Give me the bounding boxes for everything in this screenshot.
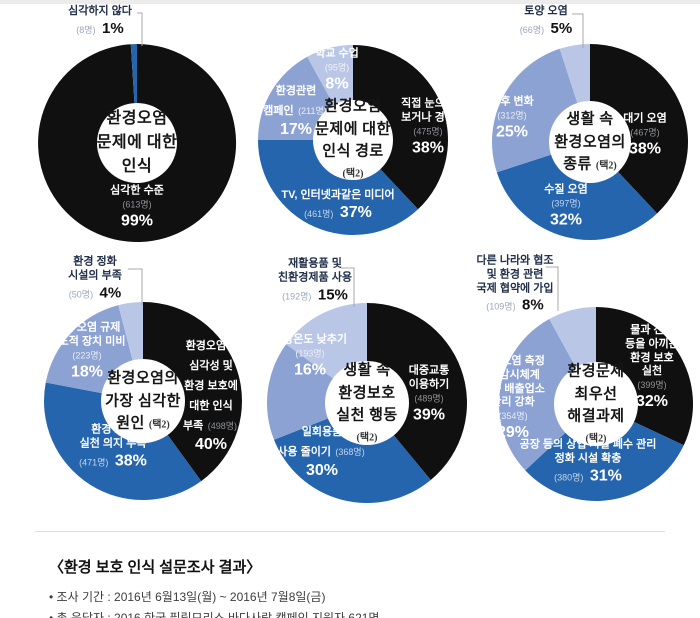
chart2-label-media: TV, 인터넷과같은 미디어 (461명) 37% <box>281 189 395 221</box>
leader-line-chart6 <box>546 266 559 311</box>
donut-ring-priorities <box>499 307 694 502</box>
top-border-strip <box>0 0 700 4</box>
chart1-label-not-serious: 심각하지 않다 (8명) 1% <box>68 5 132 37</box>
chart6-label-international-treaty: 다른 나라와 협조 및 환경 관련 국제 협약에 가입 (109명) 8% <box>476 254 554 314</box>
chart5-label-public-transport: 대중교통 이용하기 (489명) 39% <box>408 364 450 424</box>
donut-ring-awareness <box>38 43 237 242</box>
chart5-label-recycled-goods: 재활용품 및 친환경제품 사용 (192명) 15% <box>278 257 352 303</box>
chart3-center-title: 생활 속 환경오염의 종류 (택2) <box>554 111 626 173</box>
caption-survey-period: • 조사 기간 : 2016년 6월13일(월) ~ 2016년 7월8일(금) <box>49 590 326 604</box>
chart1-label-serious: 심각한 수준 (613명) 99% <box>110 184 164 230</box>
chart4-label-lack-will: 환경 보호 실천 의지 부족 (471명) 38% <box>79 423 147 469</box>
leader-line-chart1 <box>137 12 143 46</box>
chart2-label-school: 학교 수업 (95명) 8% <box>315 47 359 93</box>
chart4-center-title: 환경오염의 가장 심각한 원인 (택2) <box>105 370 181 432</box>
chart3-label-water: 수질 오염 (397명) 32% <box>544 183 588 229</box>
chart5-center-title: 생활 속 환경보호 실천 행동 (택2) <box>336 362 398 443</box>
chart3-label-climate: 기후 변화 (312명) 25% <box>490 95 534 141</box>
chart3-label-soil: 토양 오염 (66명) 5% <box>519 5 573 37</box>
leader-line-chart4 <box>128 268 143 305</box>
caption-section: 〈환경 보호 인식 설문조사 결과〉 • 조사 기간 : 2016년 6월13일… <box>35 531 665 618</box>
chart4-label-lack-awareness: 환경오염의 심각성 및 환경 보호에 대한 인식 부족 (498명) 40% <box>183 340 238 453</box>
leader-line-chart5 <box>341 267 355 307</box>
chart6-label-saving-practice: 물과 전기 등을 아끼는 환경 보호 실천 (399명) 32% <box>625 323 679 411</box>
chart5-label-cooling-temp: 냉방온도 낮추기 (193명) 16% <box>273 333 347 379</box>
donut-ring-awareness-path <box>258 45 448 235</box>
chart3-label-air: 대기 오염 (467명) 38% <box>623 112 667 158</box>
chart1-center-title: 환경오염 문제에 대한 인식 <box>96 110 178 175</box>
chart2-label-campaign: 환경관련 캠페인 (211명) 17% <box>263 85 327 138</box>
donut-ring-actions <box>266 303 467 503</box>
chart2-center-title: 환경오염 문제에 대한 인식 경로 (택2) <box>315 98 391 179</box>
donut-ring-causes <box>43 302 242 500</box>
chart5-label-disposables: 일회용품 사용 줄이기 (368명) 30% <box>277 426 365 479</box>
donut-ring-pollution-types <box>492 44 689 241</box>
chart4-label-lack-facilities: 환경 정화 시설의 부족 (50명) 4% <box>68 255 122 301</box>
chart6-label-wastewater-facilities: 공장 등의 상업 시설 폐수 관리 정화 시설 확충 (380명) 31% <box>519 438 657 484</box>
chart4-label-lack-regulation: 환경 오염 규제 제도적 장치 미비 (223명) 18% <box>48 321 126 381</box>
chart6-center-title: 환경문제 최우선 해결과제 (택2) <box>567 363 625 444</box>
caption-title: 〈환경 보호 인식 설문조사 결과〉 <box>49 559 262 576</box>
leader-line-chart3 <box>572 13 584 48</box>
chart2-label-direct-experience: 직접 눈으로 보거나 경험 (475명) 38% <box>401 97 455 157</box>
chart6-label-air-monitoring: 대기오염 측정 및 감시체계 확충 배출업소 관리 강화 (354명) 29% <box>481 354 545 442</box>
caption-respondents: • 총 응답자 : 2016 한국 필립모리스 바다사랑 캠페인 지원자 621… <box>49 611 380 618</box>
